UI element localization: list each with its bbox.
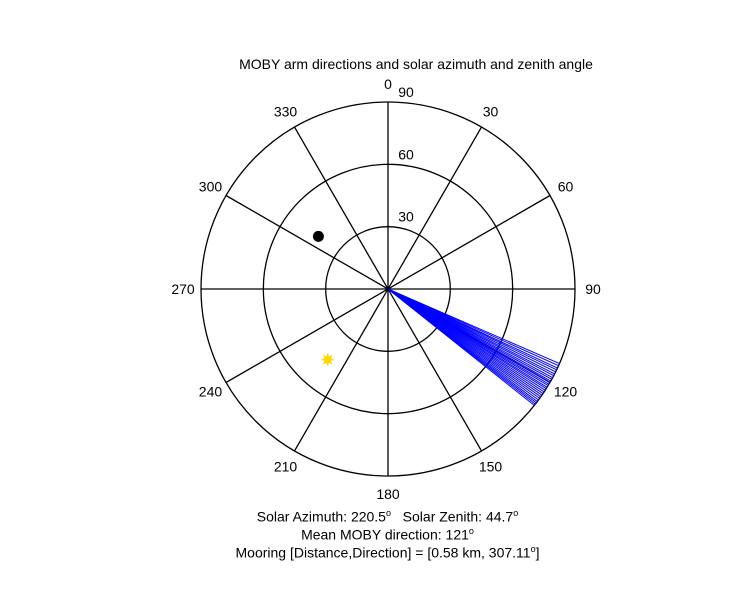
angle-tick-label: 150 <box>479 459 503 475</box>
angle-tick-label: 120 <box>554 384 578 400</box>
angle-tick-label: 210 <box>274 459 298 475</box>
solar-zenith-label: Solar Zenith: <box>402 508 483 525</box>
mooring-text: Mooring [Distance,Direction] = [0.58 km,… <box>235 544 531 561</box>
sun-marker-ray <box>328 360 333 365</box>
tick-labels: 0 30 60 90 120 150 180 210 240 270 300 330 30 60 90 <box>171 76 601 502</box>
angle-tick-label: 240 <box>199 384 223 400</box>
mooring-marker <box>312 230 324 242</box>
angle-tick-label: 60 <box>558 179 574 195</box>
mean-direction-value: 121 <box>445 526 469 543</box>
mean-direction-caption: Mean MOBY direction: 121o <box>0 526 750 543</box>
degree-sign: o <box>385 508 391 518</box>
degree-sign: o <box>530 544 536 554</box>
radius-tick-label: 90 <box>398 84 414 100</box>
moby-arm-ray <box>387 288 535 406</box>
angle-tick-label: 270 <box>171 281 195 297</box>
sun-marker-ray <box>322 354 327 359</box>
angle-tick-label: 90 <box>585 281 601 297</box>
chart-title: MOBY arm directions and solar azimuth an… <box>239 56 593 72</box>
degree-sign: o <box>513 508 519 518</box>
mean-direction-label: Mean MOBY direction: <box>301 526 442 543</box>
sun-marker <box>321 353 334 366</box>
solar-azimuth-label: Solar Azimuth: <box>256 508 348 525</box>
angle-tick-label: 0 <box>384 76 392 92</box>
radius-tick-label: 60 <box>398 146 414 162</box>
angle-tick-label: 180 <box>376 486 400 502</box>
angle-tick-label: 330 <box>274 103 298 119</box>
solar-caption: Solar Azimuth: 220.5o Solar Zenith: 44.7… <box>0 508 750 525</box>
sun-marker-ray <box>328 354 333 359</box>
sun-marker-ray <box>322 360 327 365</box>
radius-tick-label: 30 <box>398 209 414 225</box>
angle-tick-label: 30 <box>483 103 499 119</box>
degree-sign: o <box>468 526 474 536</box>
data-layer <box>312 230 560 406</box>
mooring-caption: Mooring [Distance,Direction] = [0.58 km,… <box>0 544 750 561</box>
mooring-close: ] <box>535 544 540 561</box>
angle-tick-label: 300 <box>199 179 223 195</box>
solar-azimuth-value: 220.5 <box>350 508 386 525</box>
solar-zenith-value: 44.7 <box>485 508 514 525</box>
